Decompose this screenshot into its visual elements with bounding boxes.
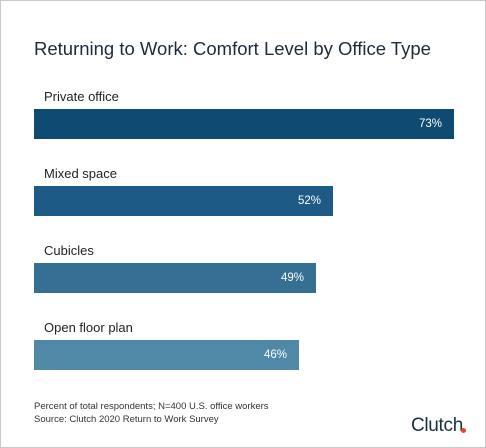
bar: 46% — [34, 340, 299, 370]
bar-label: Cubicles — [44, 243, 94, 258]
bar-value-label: 52% — [297, 195, 321, 207]
bar: 49% — [34, 263, 316, 293]
clutch-logo: Clutch — [410, 415, 463, 436]
bar-value-label: 46% — [263, 349, 287, 361]
bar-value-label: 49% — [280, 272, 304, 284]
bar-label: Open floor plan — [44, 320, 133, 335]
clutch-logo-dot — [461, 428, 466, 433]
bar-label: Private office — [44, 89, 119, 104]
footnote-respondents: Percent of total respondents; N=400 U.S.… — [34, 401, 269, 412]
bar: 73% — [34, 109, 454, 139]
bar: 52% — [34, 186, 333, 216]
bar-value-label: 73% — [418, 118, 442, 130]
bar-label: Mixed space — [44, 166, 117, 181]
footnote-source: Source: Clutch 2020 Return to Work Surve… — [34, 414, 219, 425]
chart-title: Returning to Work: Comfort Level by Offi… — [34, 38, 431, 59]
